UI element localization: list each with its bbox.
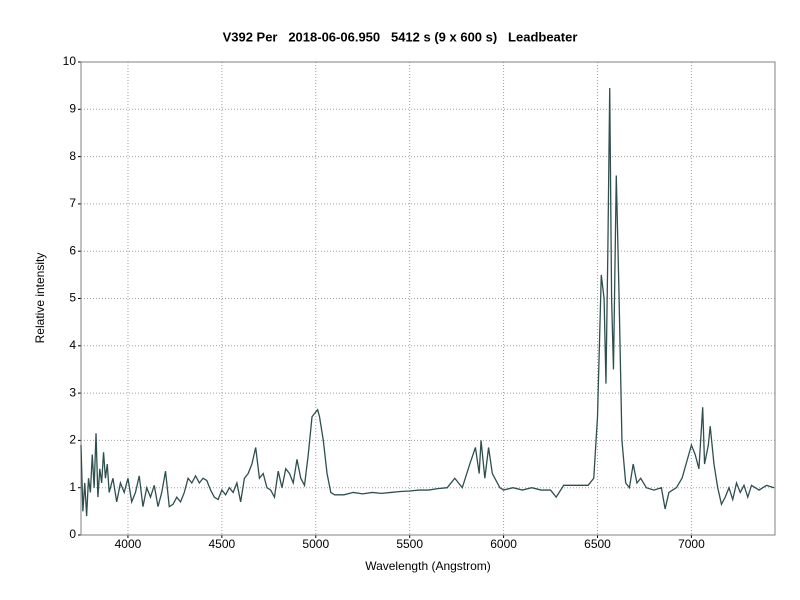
chart-title: V392 Per 2018-06-06.950 5412 s (9 x 600 … — [223, 29, 578, 44]
x-tick-label: 5500 — [396, 537, 423, 551]
spectrum-line — [80, 88, 775, 517]
y-tick-label: 10 — [63, 54, 77, 68]
y-tick-label: 8 — [69, 149, 76, 163]
y-tick-label: 1 — [69, 480, 76, 494]
y-tick-label: 6 — [69, 243, 76, 257]
y-tick-label: 3 — [69, 385, 76, 399]
y-tick-label: 2 — [69, 433, 76, 447]
y-axis-label: Relative intensity — [33, 253, 47, 344]
x-tick-label: 7000 — [678, 537, 705, 551]
y-tick-label: 0 — [69, 527, 76, 541]
x-tick-label: 6000 — [490, 537, 517, 551]
y-tick-label: 7 — [69, 196, 76, 210]
x-tick-label: 5000 — [302, 537, 329, 551]
y-tick-label: 9 — [69, 101, 76, 115]
plot-frame — [80, 61, 776, 536]
x-tick-label: 6500 — [584, 537, 611, 551]
y-tick-label: 4 — [69, 338, 76, 352]
x-tick-label: 4500 — [209, 537, 236, 551]
x-tick-label: 4000 — [115, 537, 142, 551]
y-tick-label: 5 — [69, 291, 76, 305]
x-axis-label: Wavelength (Angstrom) — [365, 559, 491, 573]
